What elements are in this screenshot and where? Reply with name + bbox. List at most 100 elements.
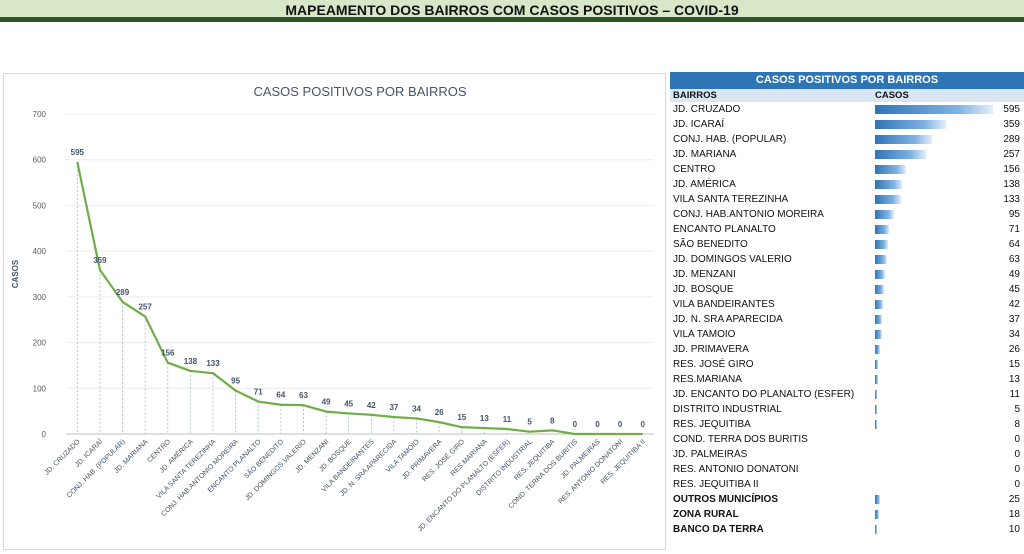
x-tick-label: RES. JEQUITIBA II bbox=[600, 438, 647, 485]
data-label: 0 bbox=[573, 420, 578, 429]
row-data-bar bbox=[875, 180, 903, 189]
row-data-bar bbox=[875, 300, 884, 309]
row-bairro-name: RES. JEQUITIBA II bbox=[673, 479, 759, 490]
y-tick-label: 0 bbox=[42, 430, 47, 439]
table-row: JD. DOMINGOS VALERIO 63 bbox=[670, 252, 1024, 267]
row-data-bar bbox=[875, 375, 878, 384]
row-bairro-name: JD. PALMEIRAS bbox=[673, 449, 748, 460]
row-bairro-name: RES. JEQUITIBA bbox=[673, 419, 751, 430]
row-bairro-name: CONJ. HAB.ANTONIO MOREIRA bbox=[673, 209, 824, 220]
y-tick-label: 700 bbox=[33, 110, 47, 119]
cases-table: CASOS POSITIVOS POR BAIRROS BAIRROS CASO… bbox=[670, 72, 1024, 542]
data-label: 156 bbox=[161, 349, 175, 358]
row-bairro-name: JD. N. SRA APARECIDA bbox=[673, 314, 783, 325]
row-casos-value: 0 bbox=[1014, 464, 1020, 475]
x-tick-label: JD. CRUZADO bbox=[43, 438, 82, 477]
data-label: 13 bbox=[480, 414, 489, 423]
table-row: JD. N. SRA APARECIDA 37 bbox=[670, 312, 1024, 327]
row-bairro-name: RES. ANTONIO DONATONI bbox=[673, 464, 799, 475]
y-tick-label: 400 bbox=[33, 247, 47, 256]
series-line bbox=[76, 161, 643, 436]
row-casos-value: 359 bbox=[1003, 119, 1020, 130]
row-data-bar bbox=[875, 270, 885, 279]
table-row: ZONA RURAL 18 bbox=[670, 507, 1024, 522]
row-bairro-name: VILA BANDEIRANTES bbox=[673, 299, 775, 310]
row-casos-value: 0 bbox=[1014, 479, 1020, 490]
row-data-bar bbox=[875, 390, 878, 399]
row-bairro-name: ZONA RURAL bbox=[673, 509, 739, 520]
row-data-bar bbox=[875, 420, 877, 429]
row-data-bar bbox=[875, 345, 881, 354]
row-data-bar bbox=[875, 150, 926, 159]
row-bairro-name: SÃO BENEDITO bbox=[673, 239, 748, 250]
row-bairro-name: DISTRITO INDUSTRIAL bbox=[673, 404, 782, 415]
table-row: VILA SANTA TEREZINHA 133 bbox=[670, 192, 1024, 207]
row-casos-value: 0 bbox=[1014, 434, 1020, 445]
data-label: 49 bbox=[322, 398, 331, 407]
row-bairro-name: JD. PRIMAVERA bbox=[673, 344, 749, 355]
row-data-bar bbox=[875, 330, 882, 339]
data-label: 63 bbox=[299, 391, 308, 400]
row-casos-value: 5 bbox=[1014, 404, 1020, 415]
table-row: COND. TERRA DOS BURITIS 0 bbox=[670, 432, 1024, 447]
table-row: JD. MENZANI 49 bbox=[670, 267, 1024, 282]
row-casos-value: 595 bbox=[1003, 104, 1020, 115]
row-bairro-name: BANCO DA TERRA bbox=[673, 524, 764, 535]
data-label: 37 bbox=[389, 403, 398, 412]
table-row: CONJ. HAB. (POPULAR) 289 bbox=[670, 132, 1024, 147]
data-label: 34 bbox=[412, 404, 421, 413]
chart-title: CASOS POSITIVOS POR BAIRROS bbox=[253, 84, 466, 99]
row-casos-value: 289 bbox=[1003, 134, 1020, 145]
x-tick-label: JD. PALMEIRAS bbox=[560, 438, 602, 480]
line-chart: CASOS POSITIVOS POR BAIRROS CASOS 0 100 200 3… bbox=[11, 84, 654, 533]
row-data-bar bbox=[875, 120, 947, 129]
table-row: JD. PALMEIRAS 0 bbox=[670, 447, 1024, 462]
row-data-bar bbox=[875, 255, 888, 264]
table-row: JD. ICARAÍ 359 bbox=[670, 117, 1024, 132]
row-casos-value: 63 bbox=[1008, 254, 1020, 265]
row-casos-value: 71 bbox=[1008, 224, 1020, 235]
data-label: 5 bbox=[527, 418, 532, 427]
row-data-bar bbox=[875, 165, 906, 174]
line-chart-panel: CASOS POSITIVOS POR BAIRROS CASOS 0 100 200 3… bbox=[3, 73, 666, 550]
data-label: 71 bbox=[254, 388, 263, 397]
data-label: 26 bbox=[435, 408, 444, 417]
row-bairro-name: RES.MARIANA bbox=[673, 374, 742, 385]
table-row: RES. JOSÉ GIRO 15 bbox=[670, 357, 1024, 372]
table-row: VILA BANDEIRANTES 42 bbox=[670, 297, 1024, 312]
table-header: BAIRROS CASOS bbox=[670, 89, 1024, 102]
row-bairro-name: COND. TERRA DOS BURITIS bbox=[673, 434, 808, 445]
row-casos-value: 138 bbox=[1003, 179, 1020, 190]
table-row: BANCO DA TERRA 10 bbox=[670, 522, 1024, 537]
table-row: SÃO BENEDITO 64 bbox=[670, 237, 1024, 252]
row-data-bar bbox=[875, 360, 878, 369]
row-casos-value: 15 bbox=[1008, 359, 1020, 370]
row-casos-value: 133 bbox=[1003, 194, 1020, 205]
row-casos-value: 49 bbox=[1008, 269, 1020, 280]
row-bairro-name: JD. ICARAÍ bbox=[673, 119, 725, 130]
x-tick-label: JD. PRIMAVERA bbox=[401, 438, 444, 481]
table-row: JD. AMÉRICA 138 bbox=[670, 177, 1024, 192]
table-row: JD. ENCANTO DO PLANALTO (ESFER) 11 bbox=[670, 387, 1024, 402]
y-tick-label: 600 bbox=[33, 156, 47, 165]
row-bairro-name: JD. ENCANTO DO PLANALTO (ESFER) bbox=[673, 389, 855, 400]
row-bairro-name: JD. MARIANA bbox=[673, 149, 737, 160]
row-casos-value: 34 bbox=[1008, 329, 1020, 340]
table-row: RES.MARIANA 13 bbox=[670, 372, 1024, 387]
table-row: CONJ. HAB.ANTONIO MOREIRA 95 bbox=[670, 207, 1024, 222]
y-tick-label: 500 bbox=[33, 201, 47, 210]
table-row: RES. JEQUITIBA 8 bbox=[670, 417, 1024, 432]
row-data-bar bbox=[875, 525, 877, 534]
data-label: 289 bbox=[116, 288, 130, 297]
row-data-bar bbox=[875, 405, 877, 414]
data-label: 15 bbox=[457, 413, 466, 422]
row-casos-value: 26 bbox=[1008, 344, 1020, 355]
data-label: 45 bbox=[344, 399, 353, 408]
table-row: RES. ANTONIO DONATONI 0 bbox=[670, 462, 1024, 477]
row-casos-value: 37 bbox=[1008, 314, 1020, 325]
table-row: ENCANTO PLANALTO 71 bbox=[670, 222, 1024, 237]
row-bairro-name: VILA SANTA TEREZINHA bbox=[673, 194, 789, 205]
row-casos-value: 45 bbox=[1008, 284, 1020, 295]
row-bairro-name: JD. MENZANI bbox=[673, 269, 736, 280]
row-bairro-name: ENCANTO PLANALTO bbox=[673, 224, 776, 235]
